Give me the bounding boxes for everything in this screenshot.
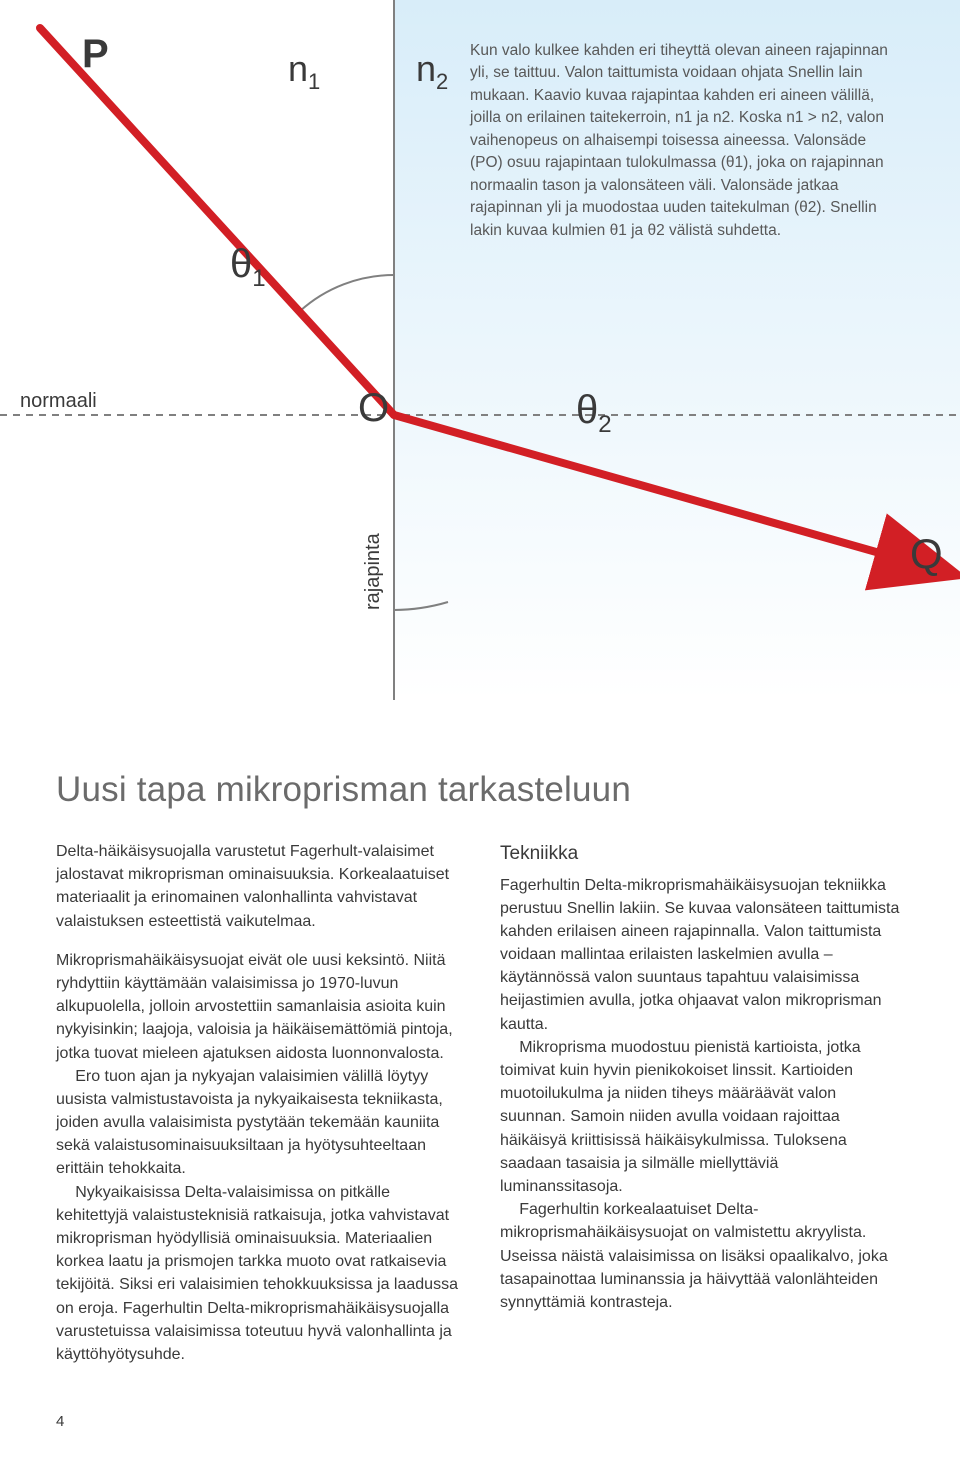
diagram-caption: Kun valo kulkee kahden eri tiheyttä olev…: [470, 40, 902, 242]
label-n2: n2: [416, 48, 448, 95]
article-subhead: Tekniikka: [500, 840, 904, 868]
article-col-left: Delta-häikäisysuojalla varustetut Fagerh…: [56, 840, 460, 1366]
label-n1: n1: [288, 48, 320, 95]
page-number: 4: [56, 1413, 64, 1430]
para: Ero tuon ajan ja nykyajan valaisimien vä…: [56, 1065, 460, 1181]
article-col-right: Tekniikka Fagerhultin Delta-mikroprismah…: [500, 840, 904, 1366]
label-Q: Q: [910, 530, 943, 578]
article-heading: Uusi tapa mikroprisman tarkasteluun: [56, 770, 904, 810]
label-O: O: [358, 386, 389, 431]
para: Mikroprisma muodostuu pienistä kartioist…: [500, 1036, 904, 1198]
para: Nykyaikaisissa Delta-valaisimissa on pit…: [56, 1181, 460, 1367]
para: Fagerhultin Delta-mikroprismahäikäisysuo…: [500, 874, 904, 1036]
label-P: P: [82, 32, 109, 77]
label-normaali: normaali: [20, 390, 97, 413]
label-theta2: θ2: [576, 388, 612, 439]
para: Delta-häikäisysuojalla varustetut Fagerh…: [56, 840, 460, 933]
para: Mikroprismahäikäisysuojat eivät ole uusi…: [56, 949, 460, 1065]
label-rajapinta: rajapinta: [362, 533, 385, 610]
article: Uusi tapa mikroprisman tarkasteluun Delt…: [56, 770, 904, 1366]
label-theta1: θ1: [230, 242, 266, 293]
para: Fagerhultin korkealaatuiset Delta-mikrop…: [500, 1198, 904, 1314]
